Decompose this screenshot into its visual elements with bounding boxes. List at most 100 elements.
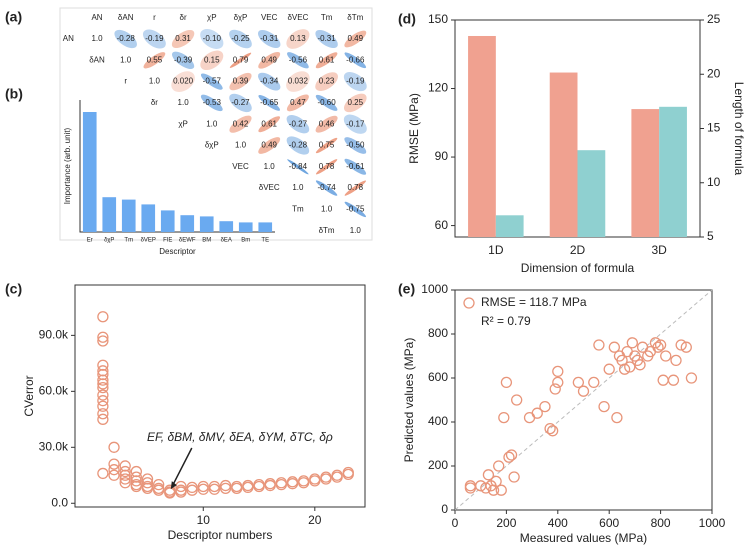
marker (588, 376, 600, 389)
correlation-ellipse (229, 115, 252, 133)
x-tick-label: 1000 (699, 516, 726, 530)
correlation-ellipse (286, 71, 310, 92)
marker (657, 374, 669, 386)
correlation-ellipse (343, 93, 367, 113)
marker (219, 479, 232, 492)
panel-label: (e) (398, 281, 415, 297)
row-label: δr (151, 98, 158, 107)
marker (108, 464, 120, 476)
bar (495, 215, 524, 237)
marker (549, 383, 561, 395)
marker (97, 359, 109, 371)
marker (624, 361, 636, 373)
marker (141, 473, 154, 485)
marker (153, 478, 165, 491)
y-tick-label: 120 (428, 81, 448, 95)
correlation-ellipse (258, 137, 281, 154)
marker (508, 471, 520, 483)
correlation-ellipse (315, 52, 338, 69)
y-tick-label: 90.0k (39, 328, 69, 342)
marker (552, 365, 564, 378)
correlation-ellipse (344, 180, 367, 196)
bar (102, 197, 117, 232)
marker (97, 413, 109, 425)
column-label: δχP (234, 13, 248, 22)
y-tick-label: 0.0 (51, 495, 68, 509)
marker (130, 480, 142, 493)
marker (242, 481, 254, 494)
correlation-ellipse (287, 52, 309, 69)
y-axis-label: Importance (arb. unit) (63, 127, 72, 204)
correlation-value: 1.0 (91, 34, 103, 43)
correlation-value: -0.50 (346, 141, 365, 150)
marker (97, 378, 109, 390)
row-label: Tm (292, 205, 304, 214)
matrix-frame (59, 7, 373, 241)
marker (119, 469, 131, 481)
bar (238, 222, 253, 232)
x-tick-label: 400 (548, 516, 568, 530)
x-axis-label: Descriptor (159, 247, 196, 256)
correlation-value: -0.19 (145, 34, 164, 43)
x-axis-label: Measured values (MPa) (520, 531, 647, 545)
y-tick-label: 600 (428, 370, 448, 384)
marker (119, 460, 131, 472)
marker (97, 331, 109, 343)
marker (539, 400, 551, 413)
correlation-value: -0.31 (260, 34, 279, 43)
correlation-value: -0.66 (346, 55, 365, 64)
marker (119, 473, 131, 485)
correlation-value: 0.13 (290, 34, 306, 43)
correlation-value: 1.0 (321, 205, 333, 214)
correlation-ellipse (286, 115, 310, 134)
row-label: δVEC (259, 183, 280, 192)
marker (498, 411, 510, 424)
marker (97, 335, 109, 347)
correlation-value: 0.55 (147, 55, 163, 64)
marker (97, 311, 109, 323)
correlation-ellipse (315, 159, 338, 175)
correlation-value: 0.78 (348, 183, 364, 192)
x-tick-label: 800 (651, 516, 671, 530)
row-label: δχP (205, 141, 219, 150)
y-tick-label: 90 (435, 149, 449, 163)
y2-tick-label: 25 (707, 12, 721, 26)
correlation-value: -0.27 (289, 119, 308, 128)
x-tick-label: 3D (651, 243, 667, 257)
correlation-value: 0.49 (261, 141, 277, 150)
marker (186, 484, 198, 496)
correlation-ellipse (286, 29, 310, 49)
correlation-ellipse (258, 95, 281, 111)
correlation-value: 0.39 (233, 77, 249, 86)
bar (219, 221, 234, 232)
correlation-ellipse (287, 159, 309, 175)
marker (634, 359, 646, 371)
marker (482, 469, 495, 481)
correlation-value: 0.25 (348, 98, 364, 107)
bar (141, 204, 156, 232)
row-label: δAN (89, 55, 105, 64)
y-axis-label: Predicted values (MPa) (402, 338, 416, 463)
marker (331, 471, 343, 483)
marker (197, 483, 209, 495)
y2-tick-label: 10 (707, 175, 721, 189)
correlation-value: -0.19 (346, 77, 365, 86)
marker (544, 422, 556, 435)
marker (141, 477, 154, 489)
correlation-ellipse (142, 29, 166, 49)
correlation-ellipse (315, 94, 338, 111)
marker (130, 475, 142, 487)
marker (611, 411, 623, 424)
x-tick-label: 2D (570, 243, 586, 257)
marker (141, 482, 154, 494)
correlation-ellipse (171, 29, 195, 49)
marker (108, 458, 120, 470)
marker (523, 411, 536, 424)
bar (121, 199, 136, 232)
marker (667, 374, 680, 386)
correlation-value: 0.31 (175, 34, 191, 43)
y-axis-label: RMSE (MPa) (407, 93, 421, 164)
row-label: δTm (319, 226, 335, 235)
x-tick-label: δχP (104, 238, 114, 244)
marker (577, 385, 590, 397)
